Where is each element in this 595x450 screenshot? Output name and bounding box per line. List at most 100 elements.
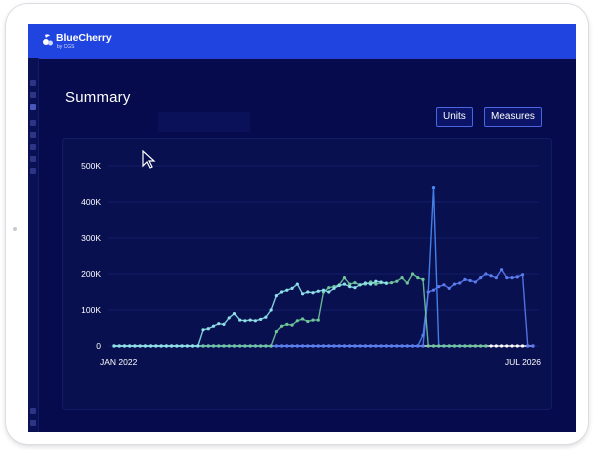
data-point[interactable]	[447, 344, 451, 348]
data-point[interactable]	[337, 283, 341, 288]
data-point[interactable]	[342, 282, 347, 286]
data-point[interactable]	[117, 344, 121, 348]
data-point[interactable]	[468, 344, 472, 348]
data-point[interactable]	[395, 279, 399, 283]
data-point[interactable]	[248, 344, 252, 348]
data-point[interactable]	[269, 308, 273, 312]
data-point[interactable]	[410, 344, 415, 348]
data-point[interactable]	[290, 344, 294, 348]
data-point[interactable]	[531, 344, 535, 348]
help-icon[interactable]	[30, 408, 36, 414]
data-point[interactable]	[353, 281, 357, 285]
data-point[interactable]	[484, 272, 488, 276]
data-point[interactable]	[280, 344, 284, 348]
data-point[interactable]	[452, 344, 457, 348]
units-button[interactable]: Units	[436, 107, 473, 127]
data-point[interactable]	[463, 277, 467, 281]
data-point[interactable]	[311, 291, 315, 295]
data-point[interactable]	[400, 344, 404, 348]
data-point[interactable]	[285, 344, 289, 348]
data-point[interactable]	[332, 344, 336, 348]
data-point[interactable]	[316, 289, 320, 293]
data-point[interactable]	[306, 344, 310, 348]
data-point[interactable]	[295, 319, 299, 323]
data-point[interactable]	[143, 344, 148, 348]
data-point[interactable]	[248, 318, 252, 322]
data-point[interactable]	[238, 318, 242, 322]
data-point[interactable]	[426, 290, 430, 294]
data-point[interactable]	[389, 344, 394, 348]
data-point[interactable]	[306, 319, 310, 324]
data-point[interactable]	[505, 276, 509, 280]
box-icon[interactable]	[30, 120, 36, 126]
data-point[interactable]	[405, 344, 409, 348]
data-point[interactable]	[217, 322, 221, 326]
data-point[interactable]	[421, 277, 425, 281]
data-point[interactable]	[280, 290, 284, 294]
data-point[interactable]	[510, 344, 514, 348]
data-point[interactable]	[290, 286, 294, 290]
data-point[interactable]	[154, 344, 158, 348]
data-point[interactable]	[300, 317, 305, 321]
data-point[interactable]	[306, 290, 310, 294]
data-point[interactable]	[358, 283, 362, 287]
data-point[interactable]	[458, 344, 462, 348]
data-point[interactable]	[442, 344, 446, 348]
data-point[interactable]	[321, 288, 326, 292]
data-point[interactable]	[458, 281, 462, 285]
data-point[interactable]	[259, 317, 263, 321]
data-point[interactable]	[211, 344, 216, 348]
data-point[interactable]	[259, 344, 263, 348]
data-point[interactable]	[520, 344, 525, 348]
data-point[interactable]	[217, 344, 221, 348]
data-point[interactable]	[369, 344, 373, 348]
data-point[interactable]	[353, 286, 357, 290]
data-point[interactable]	[211, 324, 216, 328]
data-point[interactable]	[164, 344, 168, 348]
grid-icon[interactable]	[30, 92, 36, 98]
data-point[interactable]	[175, 344, 179, 348]
data-point[interactable]	[232, 344, 237, 348]
data-point[interactable]	[468, 278, 472, 283]
data-point[interactable]	[348, 282, 352, 286]
data-point[interactable]	[311, 318, 315, 322]
user-icon[interactable]	[30, 420, 36, 426]
data-point[interactable]	[285, 322, 289, 326]
data-point[interactable]	[479, 276, 483, 280]
data-point[interactable]	[206, 344, 210, 348]
data-point[interactable]	[437, 344, 441, 348]
chart-icon[interactable]	[30, 104, 36, 110]
data-point[interactable]	[494, 276, 498, 280]
data-point[interactable]	[369, 282, 373, 286]
data-point[interactable]	[133, 344, 137, 348]
data-point[interactable]	[363, 344, 367, 348]
data-point[interactable]	[274, 294, 278, 298]
measures-button[interactable]: Measures	[484, 107, 542, 127]
data-point[interactable]	[280, 324, 284, 328]
data-point[interactable]	[264, 315, 268, 319]
data-point[interactable]	[358, 344, 362, 348]
data-point[interactable]	[374, 344, 378, 348]
data-point[interactable]	[274, 344, 278, 348]
data-point[interactable]	[222, 322, 226, 326]
data-point[interactable]	[332, 286, 336, 290]
data-point[interactable]	[421, 344, 425, 348]
data-point[interactable]	[337, 344, 341, 348]
tag-icon[interactable]	[30, 144, 36, 150]
data-point[interactable]	[431, 186, 436, 190]
data-point[interactable]	[484, 344, 488, 348]
data-point[interactable]	[232, 312, 237, 316]
data-point[interactable]	[515, 275, 519, 279]
data-point[interactable]	[180, 344, 184, 348]
data-point[interactable]	[494, 344, 498, 348]
data-point[interactable]	[185, 344, 189, 348]
data-point[interactable]	[499, 344, 504, 348]
data-point[interactable]	[316, 318, 320, 322]
data-point[interactable]	[510, 276, 514, 280]
data-point[interactable]	[300, 344, 305, 348]
data-point[interactable]	[253, 344, 258, 348]
data-point[interactable]	[243, 344, 247, 348]
data-point[interactable]	[290, 323, 294, 327]
data-point[interactable]	[489, 274, 493, 278]
data-point[interactable]	[222, 344, 226, 348]
